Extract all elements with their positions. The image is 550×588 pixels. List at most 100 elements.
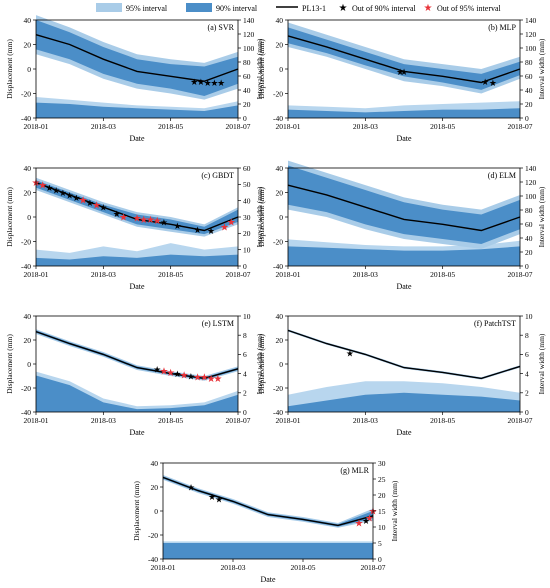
y-tick-label: 20 <box>24 336 32 345</box>
x-tick-label: 2018-05 <box>158 416 183 425</box>
y-tick-label: 20 <box>276 40 284 49</box>
y-tick-label: 0 <box>279 213 283 222</box>
y2-axis-label: Interval width (mm) <box>390 480 399 541</box>
out95-point: ★ <box>79 195 88 206</box>
y2-axis-label: Interval width (mm) <box>537 333 546 394</box>
series-line <box>35 34 239 82</box>
y2-tick-label: 10 <box>525 312 533 321</box>
x-tick-label: 2018-07 <box>508 416 533 425</box>
width-area-90 <box>288 246 520 266</box>
series-line <box>35 330 239 380</box>
series-line <box>287 35 521 84</box>
x-tick-label: 2018-01 <box>24 122 49 131</box>
x-tick-label: 2018-05 <box>430 122 455 131</box>
out90-point: ★ <box>45 183 53 193</box>
y2-tick-label: 0 <box>243 408 247 417</box>
out90-point: ★ <box>207 226 215 236</box>
x-axis-label: Date <box>129 134 145 143</box>
y-axis-label: Displacement (mm) <box>132 481 141 541</box>
y2-tick-label: 60 <box>243 72 251 81</box>
y2-tick-label: 140 <box>243 16 255 25</box>
legend-star-95: ★ <box>424 3 433 14</box>
y-tick-label: 40 <box>276 312 284 321</box>
legend-swatch-95 <box>96 3 122 12</box>
x-tick-label: 2018-07 <box>361 563 386 572</box>
out90-point: ★ <box>187 483 195 493</box>
y2-tick-label: 0 <box>243 262 247 271</box>
y-tick-label: 0 <box>27 360 31 369</box>
y-axis-label: Displacement (mm) <box>257 39 266 99</box>
y2-tick-label: 15 <box>378 507 386 516</box>
x-tick-label: 2018-03 <box>353 122 378 131</box>
out90-point: ★ <box>217 78 225 88</box>
y2-tick-label: 20 <box>525 248 533 257</box>
y-tick-label: -40 <box>273 262 283 271</box>
out90-point: ★ <box>481 77 489 87</box>
y-tick-label: -20 <box>273 237 283 246</box>
x-axis-label: Date <box>260 575 276 584</box>
y2-tick-label: 30 <box>378 459 386 468</box>
out90-point: ★ <box>187 372 195 382</box>
width-area-90 <box>36 375 238 412</box>
legend-label-90: 90% interval <box>216 4 258 13</box>
y2-tick-label: 100 <box>243 44 255 53</box>
y-tick-label: 20 <box>24 188 32 197</box>
y2-tick-label: 140 <box>525 164 537 173</box>
y2-tick-label: 0 <box>525 262 529 271</box>
y2-tick-label: 0 <box>378 555 382 564</box>
y-axis-label: Displacement (mm) <box>257 334 266 394</box>
out95-point: ★ <box>92 200 101 211</box>
y2-axis-label: Interval width (mm) <box>255 186 264 247</box>
x-tick-label: 2018-01 <box>24 270 49 279</box>
y2-tick-label: 10 <box>378 523 386 532</box>
y2-tick-label: 120 <box>525 178 537 187</box>
y-tick-label: -20 <box>21 89 31 98</box>
y-axis-label: Displacement (mm) <box>5 334 14 394</box>
chart-title: (d) ELM <box>488 171 516 180</box>
chart-gbdt: ★★★ ★★ ★★★★★★★★★★★ ★ ★★★ ★ ★ ★-40-2002040010203… <box>5 164 264 291</box>
legend-label-line: PL13-1 <box>302 4 326 13</box>
out95-point: ★ <box>159 367 168 378</box>
chart-title: (e) LSTM <box>202 319 234 328</box>
y-axis-label: Displacement (mm) <box>5 187 14 247</box>
out90-point: ★ <box>99 203 107 213</box>
y-tick-label: 20 <box>151 483 159 492</box>
legend-label-out95: Out of 95% interval <box>437 4 502 13</box>
y-tick-label: 40 <box>24 312 32 321</box>
width-area-90 <box>163 543 373 559</box>
out95-point: ★ <box>193 373 202 384</box>
out95-point: ★ <box>166 368 175 379</box>
out90-point: ★ <box>190 77 198 87</box>
x-axis-label: Date <box>129 428 145 437</box>
y2-axis-label: Interval width (mm) <box>255 333 264 394</box>
band-95 <box>288 329 520 380</box>
y2-tick-label: 50 <box>243 180 251 189</box>
y-tick-label: -20 <box>273 384 283 393</box>
y2-tick-label: 8 <box>243 331 247 340</box>
out90-point: ★ <box>86 198 94 208</box>
x-axis-label: Date <box>396 134 412 143</box>
out95-point: ★ <box>133 214 142 225</box>
x-tick-label: 2018-07 <box>226 270 251 279</box>
band-90 <box>288 165 520 244</box>
y2-tick-label: 5 <box>378 539 382 548</box>
y2-tick-label: 40 <box>525 234 533 243</box>
y-tick-label: 20 <box>24 40 32 49</box>
y2-tick-label: 80 <box>243 58 251 67</box>
out95-point: ★ <box>38 181 47 192</box>
x-tick-label: 2018-07 <box>226 122 251 131</box>
y2-tick-label: 60 <box>525 72 533 81</box>
y2-tick-label: 40 <box>243 196 251 205</box>
y2-tick-label: 6 <box>525 350 529 359</box>
x-tick-label: 2018-05 <box>430 270 455 279</box>
out90-point: ★ <box>197 77 205 87</box>
series-line <box>287 329 521 380</box>
chart-title: (g) MLR <box>340 466 369 475</box>
y-axis-label: Displacement (mm) <box>257 187 266 247</box>
x-tick-label: 2018-03 <box>91 270 116 279</box>
chart-title: (b) MLP <box>488 23 516 32</box>
y-tick-label: 0 <box>154 507 158 516</box>
y-tick-label: 40 <box>151 459 159 468</box>
